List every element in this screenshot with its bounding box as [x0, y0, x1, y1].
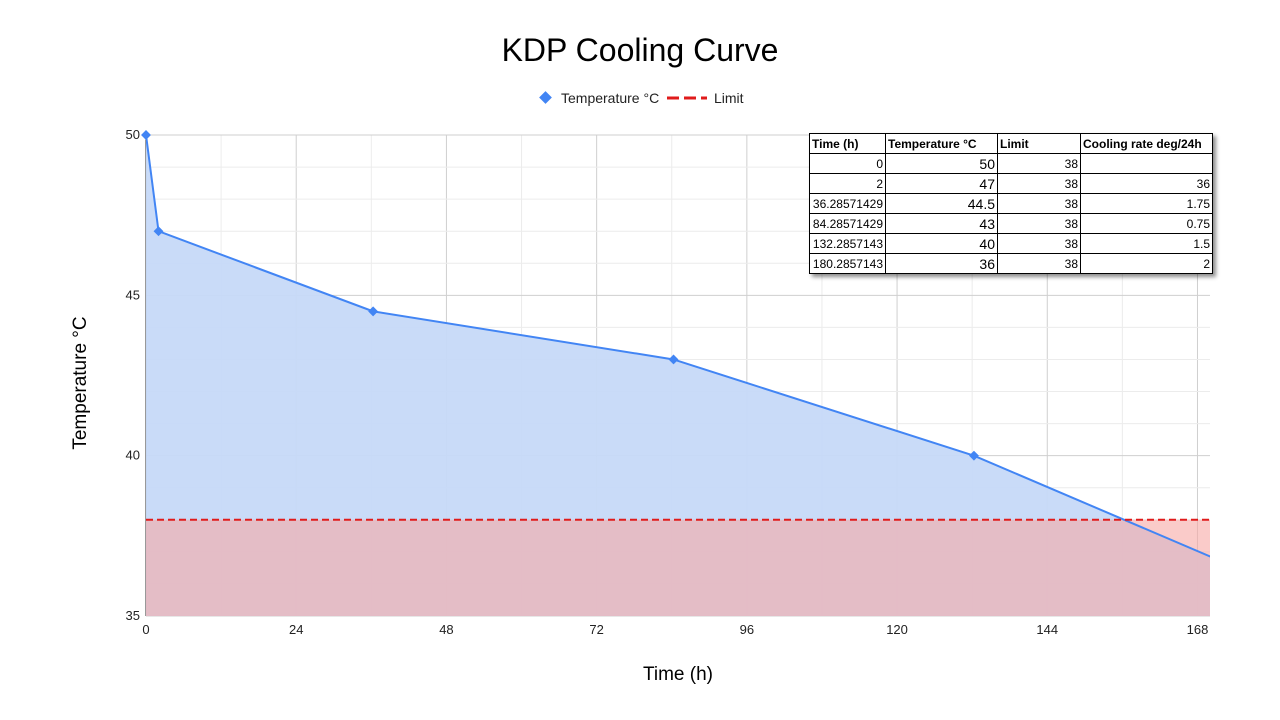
x-tick-label: 168 [1187, 622, 1209, 637]
y-tick-label: 35 [126, 608, 140, 623]
x-tick-label: 96 [740, 622, 754, 637]
table-cell: 50 [885, 153, 998, 174]
plot-areas [146, 135, 1210, 616]
table-cell: 1.75 [1080, 193, 1213, 214]
table-cell: 0.75 [1080, 213, 1213, 234]
table-row: 2 47 38 36 [809, 173, 1213, 194]
table-cell: 38 [997, 233, 1081, 254]
chart-title: KDP Cooling Curve [502, 32, 779, 68]
table-cell: 38 [997, 153, 1081, 174]
y-tick-label: 40 [126, 448, 140, 463]
table-row: 0 50 38 [809, 153, 1213, 174]
temperature-point [969, 450, 979, 461]
temperature-point [141, 130, 151, 140]
x-tick-label: 72 [589, 622, 603, 637]
temperature-line [146, 135, 1210, 558]
legend-marker-temperature [539, 91, 552, 104]
table-cell [1080, 153, 1213, 174]
x-tick-label: 24 [289, 622, 303, 637]
table-cell: 0 [809, 153, 886, 174]
temperature-point [368, 306, 379, 317]
table-header: Temperature °C [885, 133, 998, 154]
y-axis-title: Temperature °C [70, 316, 91, 449]
plot-lines [146, 135, 1210, 558]
table-cell: 36.28571429 [809, 193, 886, 214]
table-cell: 38 [997, 253, 1081, 274]
x-tick-label: 48 [439, 622, 453, 637]
table-cell: 84.28571429 [809, 213, 886, 234]
temperature-point [668, 354, 679, 365]
temperature-area [146, 135, 1210, 616]
temperature-point [153, 226, 164, 237]
table-cell: 43 [885, 213, 998, 234]
y-axis-ticks: 35 40 45 50 [126, 127, 140, 623]
table-cell: 2 [1080, 253, 1213, 274]
table-header-row: Time (h) Temperature °C Limit Cooling ra… [809, 133, 1213, 154]
legend: Temperature °C Limit [539, 90, 744, 106]
table-cell: 38 [997, 193, 1081, 214]
plot-markers [141, 130, 979, 461]
legend-label-temperature: Temperature °C [561, 90, 659, 106]
table-cell: 38 [997, 213, 1081, 234]
table-cell: 47 [885, 173, 998, 194]
table-header: Cooling rate deg/24h [1080, 133, 1213, 154]
table-cell: 38 [997, 173, 1081, 194]
table-row: 36.28571429 44.5 38 1.75 [809, 193, 1213, 214]
y-tick-label: 45 [126, 287, 140, 302]
x-tick-label: 0 [142, 622, 149, 637]
table-cell: 2 [809, 173, 886, 194]
table-header: Time (h) [809, 133, 886, 154]
data-table: Time (h) Temperature °C Limit Cooling ra… [809, 133, 1213, 274]
x-axis-ticks: 0 24 48 72 96 120 144 168 [142, 622, 1208, 637]
y-tick-label: 50 [126, 127, 140, 142]
table-cell: 180.2857143 [809, 253, 886, 274]
table-cell: 36 [1080, 173, 1213, 194]
table-row: 132.2857143 40 38 1.5 [809, 233, 1213, 254]
table-row: 84.28571429 43 38 0.75 [809, 213, 1213, 234]
table-cell: 1.5 [1080, 233, 1213, 254]
legend-label-limit: Limit [714, 90, 744, 106]
table-cell: 40 [885, 233, 998, 254]
limit-area [146, 519, 1210, 616]
table-row: 180.2857143 36 38 2 [809, 253, 1213, 274]
table-cell: 36 [885, 253, 998, 274]
table-cell: 44.5 [885, 193, 998, 214]
x-axis-title: Time (h) [643, 664, 713, 685]
x-tick-label: 144 [1036, 622, 1058, 637]
table-header: Limit [997, 133, 1081, 154]
x-tick-label: 120 [886, 622, 908, 637]
table-cell: 132.2857143 [809, 233, 886, 254]
